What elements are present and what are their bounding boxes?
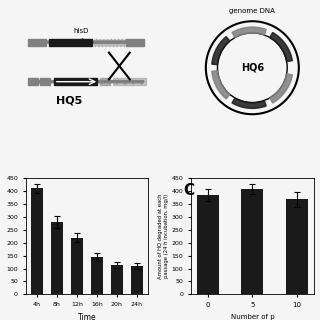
Text: C: C xyxy=(183,183,194,198)
Bar xyxy=(100,78,110,85)
Bar xyxy=(54,78,97,85)
Bar xyxy=(49,39,92,46)
Polygon shape xyxy=(212,36,230,65)
Bar xyxy=(113,78,146,85)
Text: hisD: hisD xyxy=(73,28,88,34)
Text: HQ6: HQ6 xyxy=(241,63,264,73)
Text: genome DNA: genome DNA xyxy=(229,8,275,14)
Bar xyxy=(51,222,63,294)
Bar xyxy=(131,266,143,294)
Bar xyxy=(196,195,219,294)
Polygon shape xyxy=(270,33,292,62)
Bar xyxy=(40,78,50,85)
Bar xyxy=(71,237,83,294)
X-axis label: Time: Time xyxy=(77,313,96,320)
Bar xyxy=(286,199,308,294)
Text: HQ5: HQ5 xyxy=(56,96,83,106)
Bar xyxy=(28,39,46,46)
Bar xyxy=(111,265,123,294)
Bar xyxy=(91,257,103,294)
Polygon shape xyxy=(270,74,292,103)
Bar xyxy=(94,39,125,46)
Bar xyxy=(241,189,263,294)
Y-axis label: Amount of HQ degraded at each
passage (24 h incubation, mg/l): Amount of HQ degraded at each passage (2… xyxy=(158,194,169,279)
Bar xyxy=(126,39,144,46)
Polygon shape xyxy=(232,98,266,108)
Polygon shape xyxy=(232,27,266,37)
Bar xyxy=(31,188,43,294)
Bar xyxy=(28,78,38,85)
Polygon shape xyxy=(212,71,230,99)
X-axis label: Number of p: Number of p xyxy=(230,314,274,320)
